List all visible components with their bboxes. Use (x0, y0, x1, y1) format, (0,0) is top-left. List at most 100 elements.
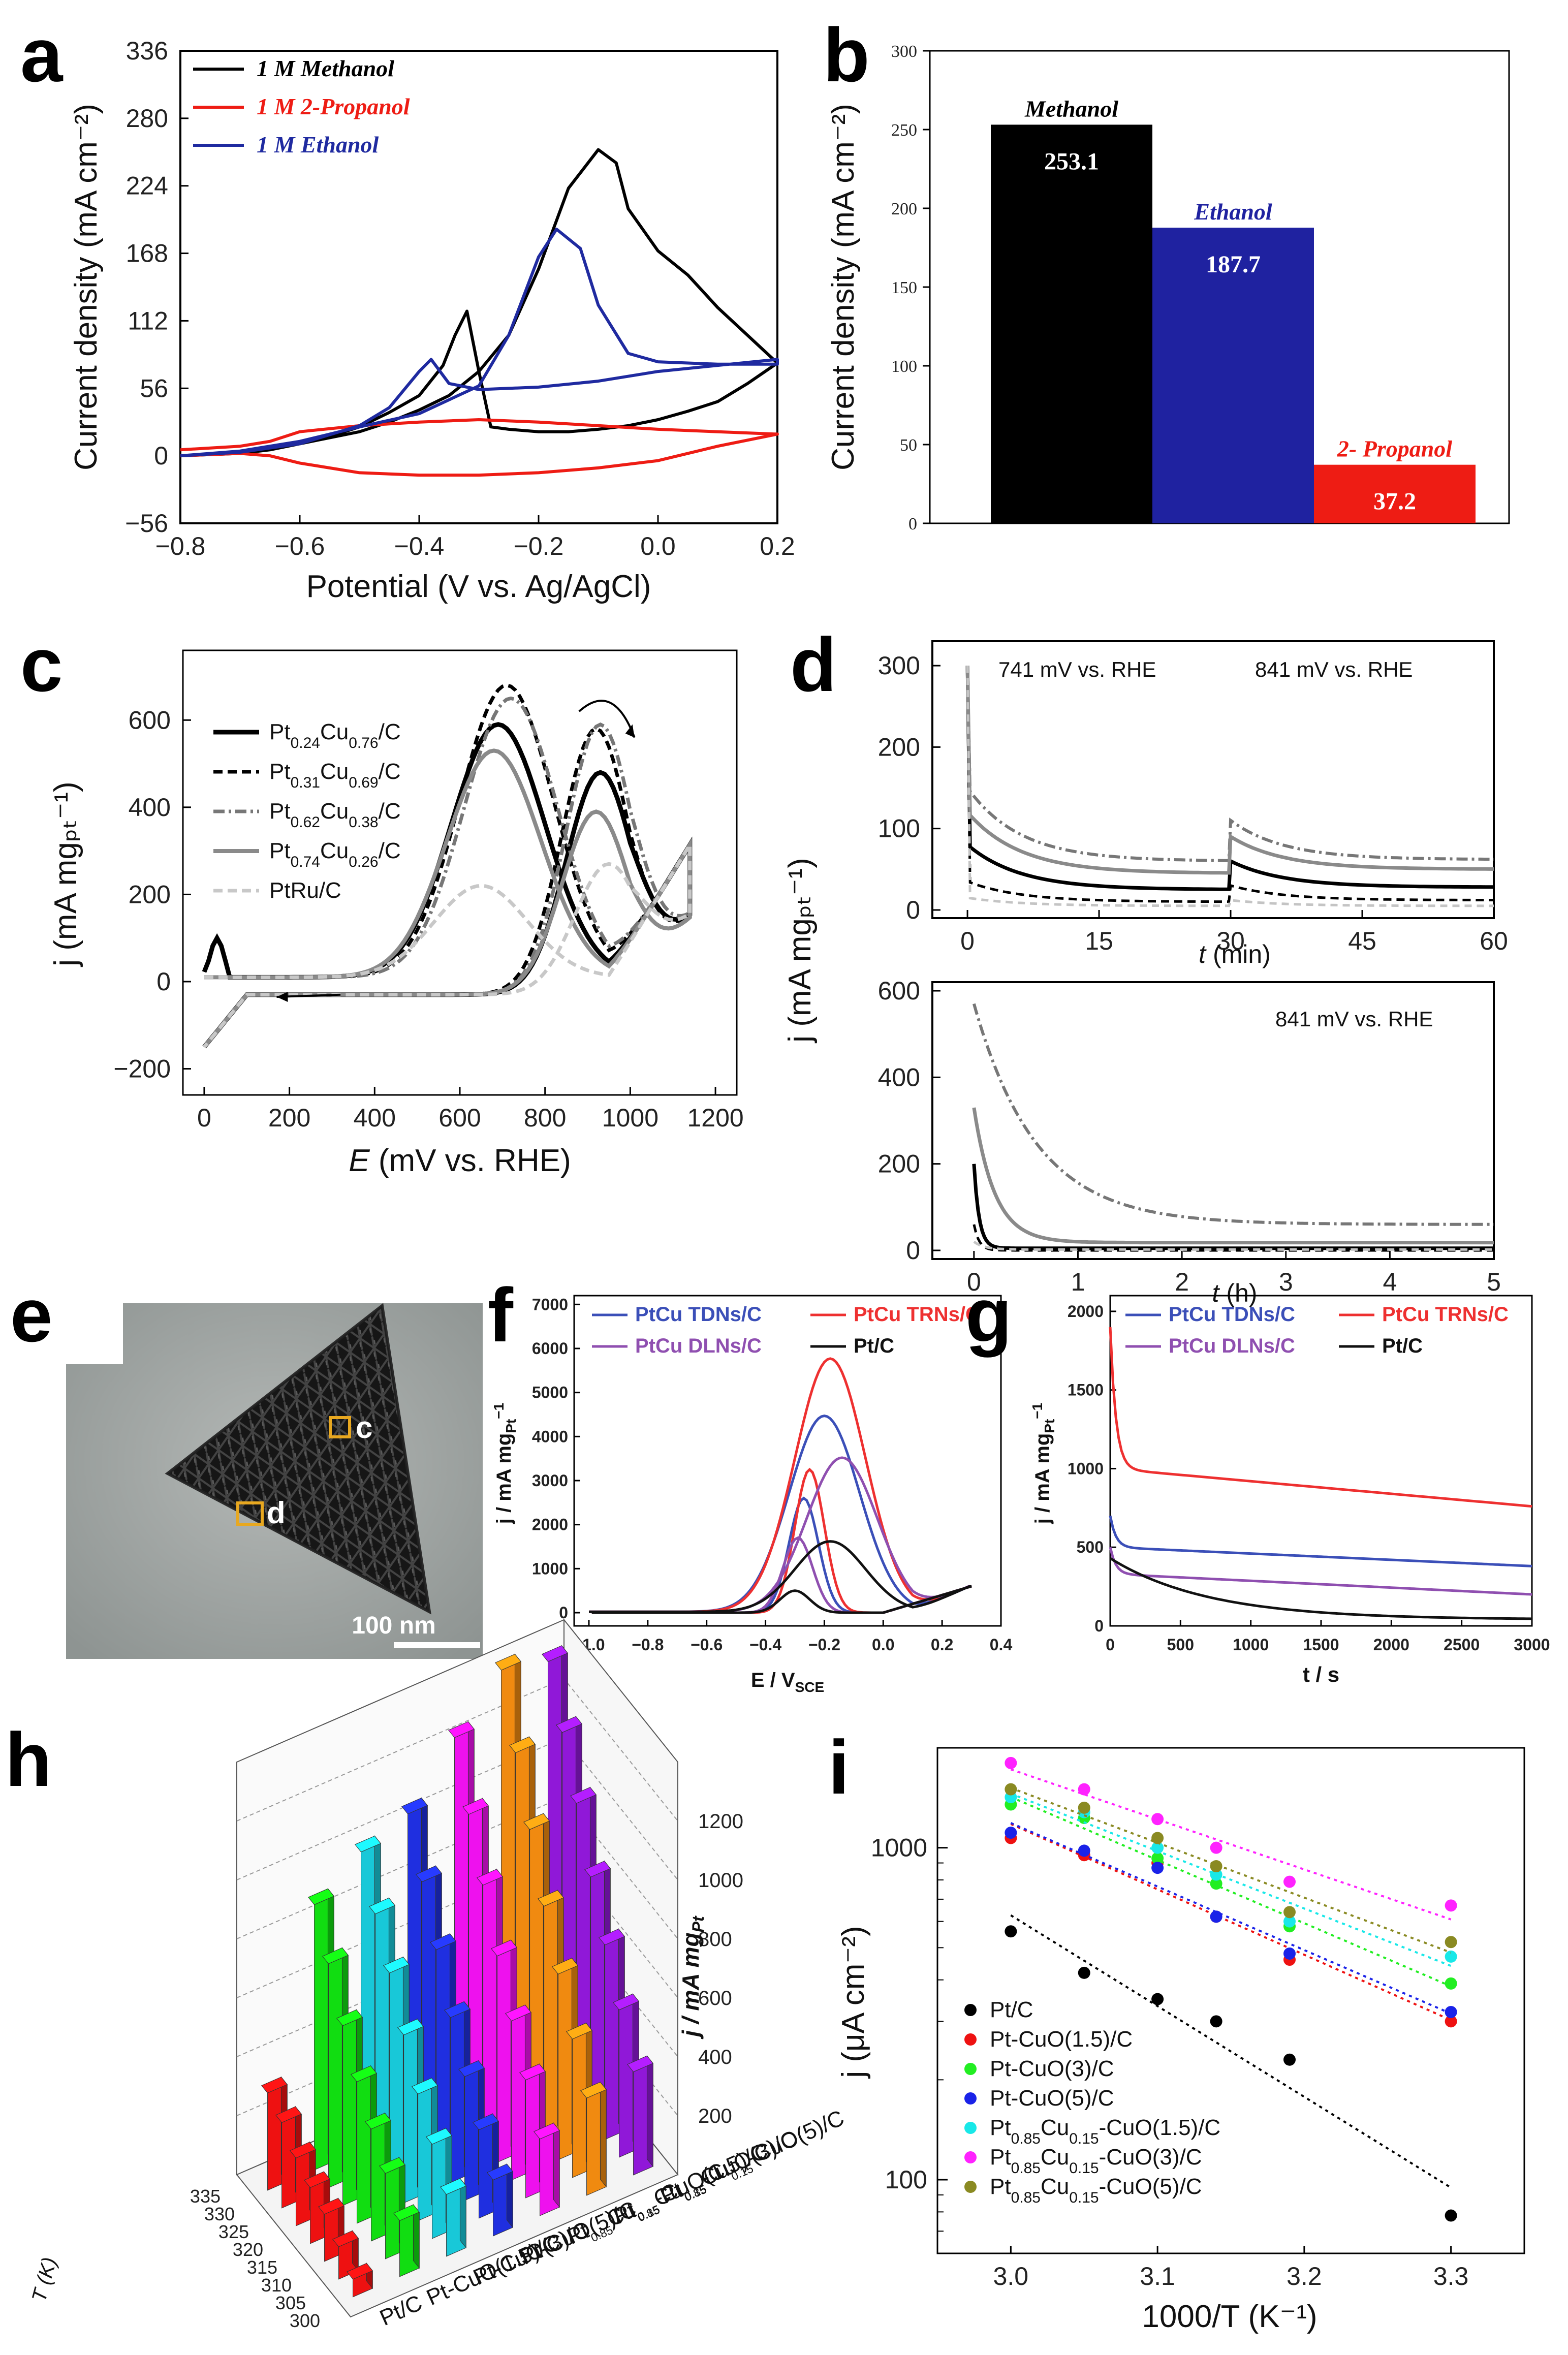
panel-h-bar-4-0-side (553, 2122, 560, 2208)
panel-i-point-5-0 (1005, 1756, 1017, 1769)
panel-g-ytick-label-3: 1500 (1068, 1381, 1104, 1399)
panel-i-point-4-5 (1445, 1950, 1457, 1963)
panel-g-curve-3 (1109, 1557, 1532, 1620)
panel-i-legend-label-0: Pt/C (990, 1997, 1033, 2022)
panel-d-top-curve-4 (966, 666, 1494, 907)
panel-h-bar-2-1-top (426, 2128, 452, 2145)
panel-i-point-6-1 (1078, 1801, 1090, 1814)
panel-i-legend-label-5-sub1: 0.85 (1011, 2160, 1041, 2177)
panel-c-xtick-label-4: 800 (524, 1104, 566, 1132)
panel-c-curve-4 (203, 838, 692, 1048)
panel-c-legend-label-3-tail: /C (379, 838, 401, 863)
panel-g-xtick-label-4: 2000 (1373, 1636, 1409, 1654)
panel-a-line-0 (180, 148, 779, 458)
panel-i-legend-label-3: Pt-CuO(5)/C (990, 2086, 1114, 2111)
panel-i-point-0-5 (1445, 2209, 1457, 2222)
panel-f-y-axis-text: j / mA mg (493, 1433, 515, 1525)
panel-f-curve-3 (589, 1540, 972, 1614)
panel-c-legend-label-1: Pt0.31Cu0.69/C (269, 759, 401, 791)
region-d-label: d (267, 1496, 286, 1530)
panel-g-xtick-label-2: 1000 (1233, 1636, 1269, 1654)
panel-h-z-axis-label: j / mA mgPt (677, 1916, 707, 2039)
panel-a-y-axis-label: Current density (mA cm⁻²) (69, 104, 104, 470)
panel-h-bar-1-5-top (322, 1947, 349, 1964)
panel-c-arrowhead-forward (625, 724, 635, 738)
panel-d-bottom-xtick-label-4: 4 (1383, 1268, 1397, 1296)
panel-h-bar-2-4-top (383, 1957, 410, 1973)
panel-i-point-3-0 (1005, 1827, 1017, 1839)
panel-g-legend-label-1: PtCu TRNs/C (1382, 1303, 1509, 1326)
panel-i-legend: Pt/CPt-CuO(1.5)/CPt-CuO(3)/CPt-CuO(5)/CP… (964, 1997, 1220, 2206)
panel-d-bottom-xtick-label-5: 5 (1487, 1268, 1501, 1296)
panel-h-bar-6-0-top (627, 2055, 653, 2073)
panel-i-x-axis-label: 1000/T (K⁻¹) (1142, 2299, 1317, 2334)
panel-a-xtick-label-0: −0.8 (155, 532, 206, 560)
region-c-marker (329, 1416, 351, 1438)
panel-f-legend-label-3: Pt/C (854, 1335, 894, 1357)
panel-i-point-5-1 (1078, 1783, 1090, 1796)
panel-h-ttick-0: 300 (290, 2310, 320, 2331)
panel-d-annotation-841-bottom: 841 mV vs. RHE (1275, 1007, 1433, 1031)
panel-f-xtick-label-7: 0.4 (990, 1636, 1013, 1654)
panel-f-legend-label-0: PtCu TDNs/C (635, 1303, 762, 1326)
panel-c-legend-label-0: Pt0.24Cu0.76/C (269, 719, 401, 751)
panel-i-point-1-5 (1445, 2015, 1457, 2028)
panel-b-ytick-label-5: 250 (891, 121, 917, 140)
panel-g-y-axis-sub: Pt (1042, 1419, 1057, 1433)
panel-g: g 0 500 1000 1500 2000 2500 3000 0 500 1000 1500 20… (965, 1272, 1550, 1686)
panel-a-plot-frame (179, 50, 778, 524)
panel-g-xtick-label-6: 3000 (1514, 1636, 1550, 1654)
panel-i-legend-label-1-base: Pt-CuO(1.5)/C (990, 2027, 1133, 2052)
panel-label-e: e (10, 1272, 52, 1358)
panel-c-legend: Pt0.24Cu0.76/CPt0.31Cu0.69/CPt0.62Cu0.38… (213, 719, 401, 903)
panel-f-ytick-label-3: 3000 (532, 1471, 568, 1490)
panel-b-y-axis-label: Current density (mA cm⁻²) (826, 104, 861, 470)
panel-d-bottom-curve-0 (972, 1164, 1494, 1250)
panel-d-top-x-unit: (min) (1206, 940, 1271, 968)
panel-h-z-axis-sub: Pt (689, 1916, 707, 1932)
panel-h-ztick-3: 800 (698, 1928, 732, 1951)
triangular-nanoparticle (165, 1303, 431, 1615)
panel-i-legend-marker-4 (964, 2122, 977, 2134)
panel-f-y-axis-sup: −1 (491, 1403, 507, 1419)
panel-i-legend-label-4: Pt0.85Cu0.15-CuO(1.5)/C (990, 2115, 1220, 2147)
panel-i-point-0-4 (1283, 2053, 1296, 2066)
panel-c-x-axis-symbol: E (349, 1143, 370, 1178)
panel-i-fit-line-2 (1010, 1796, 1452, 1988)
panel-h-bar-6-3-top (584, 1861, 611, 1877)
panel-d-bottom-x-unit: (h) (1219, 1279, 1257, 1307)
panel-f-xtick-label-6: 0.2 (931, 1636, 953, 1654)
panel-h-bar-5-1-top (566, 2023, 592, 2039)
panel-i-point-0-2 (1151, 1993, 1164, 2005)
panel-c-ytick-label-0: −200 (113, 1055, 171, 1083)
panel-a-line-1 (180, 418, 779, 477)
panel-d-series (965, 666, 1494, 1252)
panel-c-legend-label-3-base: Pt (269, 838, 291, 863)
panel-c-legend-label-0-sub1: 0.24 (291, 735, 320, 751)
panel-d-top-ytick-label-0: 0 (906, 896, 920, 924)
panel-i-point-2-3 (1210, 1877, 1222, 1890)
panel-f-ytick-label-0: 0 (559, 1604, 568, 1622)
panel-i-point-3-4 (1283, 1947, 1296, 1960)
panel-a-legend: 1 M Methanol 1 M 2-Propanol 1 M Ethanol (193, 55, 410, 158)
panel-b-ytick-label-6: 300 (891, 42, 917, 61)
panel-d-bottom-xtick-label-2: 2 (1175, 1268, 1189, 1296)
panel-h-ztick-0: 200 (698, 2105, 732, 2127)
panel-g-xtick-label-5: 2500 (1444, 1636, 1480, 1654)
panel-a-xtick-label-4: 0.0 (640, 532, 676, 560)
panel-f-plot-frame (573, 1295, 1002, 1627)
panel-a-legend-label-0: 1 M Methanol (257, 55, 394, 81)
panel-h-bar-3-5-top (416, 1865, 442, 1882)
panel-h-bar-1-4-top (336, 2009, 363, 2026)
panel-h-bar-1-3-top (351, 2065, 377, 2082)
panel-c-xtick-label-3: 600 (438, 1104, 481, 1132)
panel-g-y-axis-sup: −1 (1029, 1403, 1045, 1419)
panel-a-series (180, 148, 779, 477)
panel-c-legend-label-3-sub1: 0.74 (291, 854, 320, 870)
scale-bar (394, 1642, 480, 1648)
panel-i-legend-marker-3 (964, 2092, 977, 2105)
panel-label-g: g (965, 1272, 1012, 1358)
panel-b-ytick-label-1: 50 (900, 436, 917, 455)
panel-i-point-6-5 (1445, 1936, 1457, 1949)
panel-c-series (202, 683, 693, 1049)
